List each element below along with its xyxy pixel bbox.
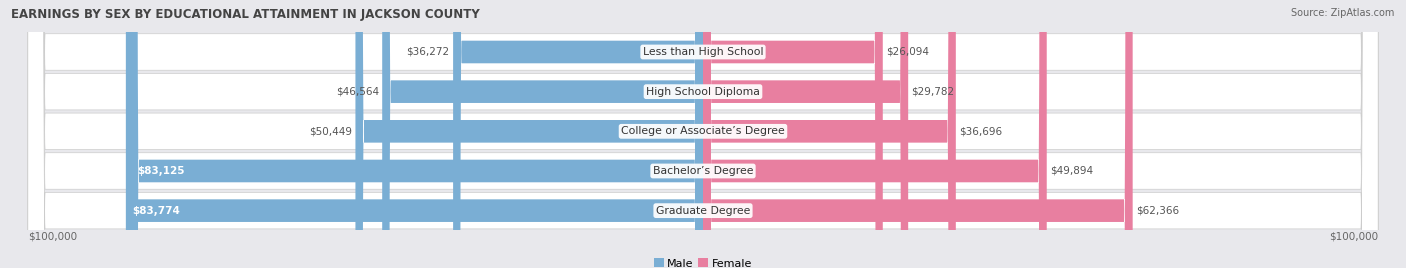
FancyBboxPatch shape [703,0,908,268]
Text: Less than High School: Less than High School [643,47,763,57]
Text: High School Diploma: High School Diploma [647,87,759,97]
Text: $100,000: $100,000 [1329,231,1378,241]
Text: EARNINGS BY SEX BY EDUCATIONAL ATTAINMENT IN JACKSON COUNTY: EARNINGS BY SEX BY EDUCATIONAL ATTAINMEN… [11,8,479,21]
FancyBboxPatch shape [28,0,1378,268]
Text: $62,366: $62,366 [1136,206,1180,216]
Text: $100,000: $100,000 [28,231,77,241]
Text: College or Associate’s Degree: College or Associate’s Degree [621,126,785,136]
Text: $36,272: $36,272 [406,47,450,57]
FancyBboxPatch shape [131,0,703,268]
Text: $46,564: $46,564 [336,87,378,97]
FancyBboxPatch shape [28,0,1378,268]
FancyBboxPatch shape [28,0,1378,268]
Text: Source: ZipAtlas.com: Source: ZipAtlas.com [1291,8,1395,18]
Text: Bachelor’s Degree: Bachelor’s Degree [652,166,754,176]
FancyBboxPatch shape [453,0,703,268]
FancyBboxPatch shape [382,0,703,268]
Text: $36,696: $36,696 [959,126,1002,136]
FancyBboxPatch shape [127,0,703,268]
FancyBboxPatch shape [356,0,703,268]
Text: $83,125: $83,125 [138,166,184,176]
Legend: Male, Female: Male, Female [654,258,752,268]
Text: $83,774: $83,774 [132,206,180,216]
FancyBboxPatch shape [703,0,1046,268]
Text: $49,894: $49,894 [1050,166,1094,176]
FancyBboxPatch shape [703,0,1133,268]
Text: $26,094: $26,094 [886,47,929,57]
Text: $50,449: $50,449 [309,126,352,136]
FancyBboxPatch shape [28,0,1378,268]
FancyBboxPatch shape [703,0,883,268]
Text: Graduate Degree: Graduate Degree [655,206,751,216]
FancyBboxPatch shape [28,0,1378,268]
FancyBboxPatch shape [703,0,956,268]
Text: $29,782: $29,782 [911,87,955,97]
